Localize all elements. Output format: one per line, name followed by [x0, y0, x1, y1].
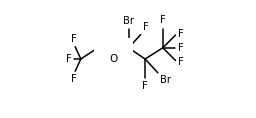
Text: O: O	[109, 54, 117, 64]
Text: Br: Br	[160, 75, 171, 85]
Text: F: F	[178, 57, 184, 67]
Text: F: F	[178, 43, 184, 53]
Text: Br: Br	[123, 16, 134, 26]
Text: F: F	[66, 54, 71, 64]
Text: F: F	[160, 15, 166, 25]
Text: F: F	[143, 22, 149, 32]
Text: F: F	[142, 81, 148, 91]
Text: F: F	[178, 29, 184, 39]
Text: F: F	[71, 74, 76, 84]
Text: F: F	[71, 34, 76, 44]
